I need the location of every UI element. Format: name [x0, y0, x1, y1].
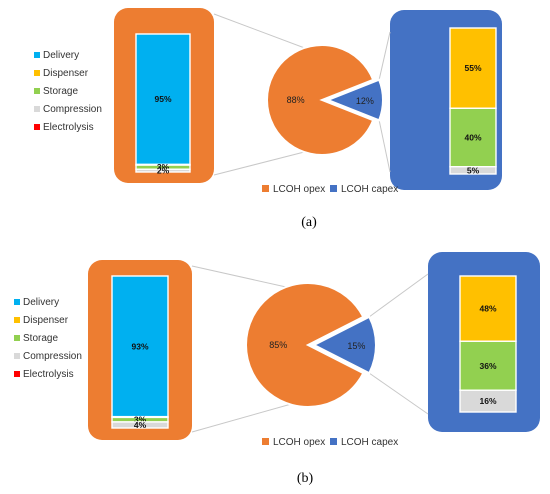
legend-label-storage: Storage: [43, 86, 78, 97]
panel-a: 95% 3%2% 55% 40% 5% 88% 12% Delivery Dispenser St…: [34, 8, 502, 230]
capex-bar-storage: [459, 340, 517, 391]
pie-label-lcoh-opex: 88%: [287, 95, 305, 105]
legend-swatch-compression: [14, 353, 20, 359]
legend-label-lcoh-opex: LCOH opex: [273, 184, 325, 195]
panel-caption: (a): [301, 215, 317, 230]
connector-line: [368, 273, 429, 318]
legend-label-storage: Storage: [23, 333, 58, 344]
pie-label-lcoh-capex: 15%: [347, 341, 365, 351]
connector-line: [191, 400, 303, 433]
capex-bar-compression: [449, 165, 497, 175]
connector-line: [368, 372, 429, 415]
capex-label-storage: 40%: [464, 133, 481, 143]
pie-slice-lcoh-opex: [266, 44, 375, 156]
legend-swatch-compression: [34, 106, 40, 112]
opex-label-delivery: 93%: [131, 341, 148, 351]
legend-swatch-delivery: [14, 299, 20, 305]
pie-slice-lcoh-opex: [245, 282, 365, 408]
opex-label-delivery: 95%: [154, 94, 171, 104]
legend-swatch-electrolysis: [34, 124, 40, 130]
capex-label-compression: 16%: [479, 396, 496, 406]
legend-swatch-dispenser: [34, 70, 40, 76]
pie-slice-lcoh-capex: [311, 315, 377, 375]
opex-bar-compression: [111, 421, 169, 429]
opex-label-storage: 3%: [134, 415, 147, 425]
connector-line: [378, 31, 391, 80]
legend-label-delivery: Delivery: [23, 297, 59, 308]
legend-label-lcoh-opex: LCOH opex: [273, 437, 325, 448]
legend-swatch-lcoh-capex: [330, 185, 337, 192]
capex-label-storage: 36%: [479, 361, 496, 371]
pie-label-lcoh-capex: 12%: [356, 96, 374, 106]
legend-swatch-electrolysis: [14, 371, 20, 377]
capex-label-dispenser: 55%: [464, 63, 481, 73]
connector-line: [378, 120, 391, 173]
capex-label-compression: 5%: [467, 165, 480, 175]
opex-label-compression: 4%: [134, 420, 147, 430]
opex-bar-delivery: [135, 33, 191, 166]
legend-swatch-dispenser: [14, 317, 20, 323]
connector-line: [213, 148, 317, 176]
legend-swatch-storage: [14, 335, 20, 341]
pie-label-lcoh-opex: 85%: [269, 340, 287, 350]
legend-label-electrolysis: Electrolysis: [43, 122, 94, 133]
legend-label-lcoh-capex: LCOH capex: [341, 184, 398, 195]
connector-line: [213, 13, 319, 54]
opex-bar-delivery: [111, 275, 169, 418]
legend-label-dispenser: Dispenser: [23, 315, 69, 326]
capex-bar-compression: [459, 389, 517, 413]
panel-b: 93% 3%4% 48% 36% 16% 85% 15% Delivery Dispenser S…: [14, 252, 540, 486]
panel-caption: (b): [297, 471, 314, 486]
legend-label-electrolysis: Electrolysis: [23, 369, 74, 380]
legend-label-lcoh-capex: LCOH capex: [341, 437, 398, 448]
capex-bar-dispenser: [449, 27, 497, 110]
opex-label-storage: 3%: [157, 162, 170, 172]
pie-slice-lcoh-capex: [325, 78, 384, 122]
legend-label-compression: Compression: [23, 351, 82, 362]
opex-label-compression: 2%: [157, 166, 170, 176]
legend-label-delivery: Delivery: [43, 50, 79, 61]
legend-swatch-storage: [34, 88, 40, 94]
legend-swatch-lcoh-opex: [262, 438, 269, 445]
legend-label-dispenser: Dispenser: [43, 68, 89, 79]
capex-label-dispenser: 48%: [479, 304, 496, 314]
legend-swatch-delivery: [34, 52, 40, 58]
legend-label-compression: Compression: [43, 104, 102, 115]
legend-swatch-lcoh-opex: [262, 185, 269, 192]
opex-bar-compression: [135, 168, 191, 173]
legend-swatch-lcoh-capex: [330, 438, 337, 445]
